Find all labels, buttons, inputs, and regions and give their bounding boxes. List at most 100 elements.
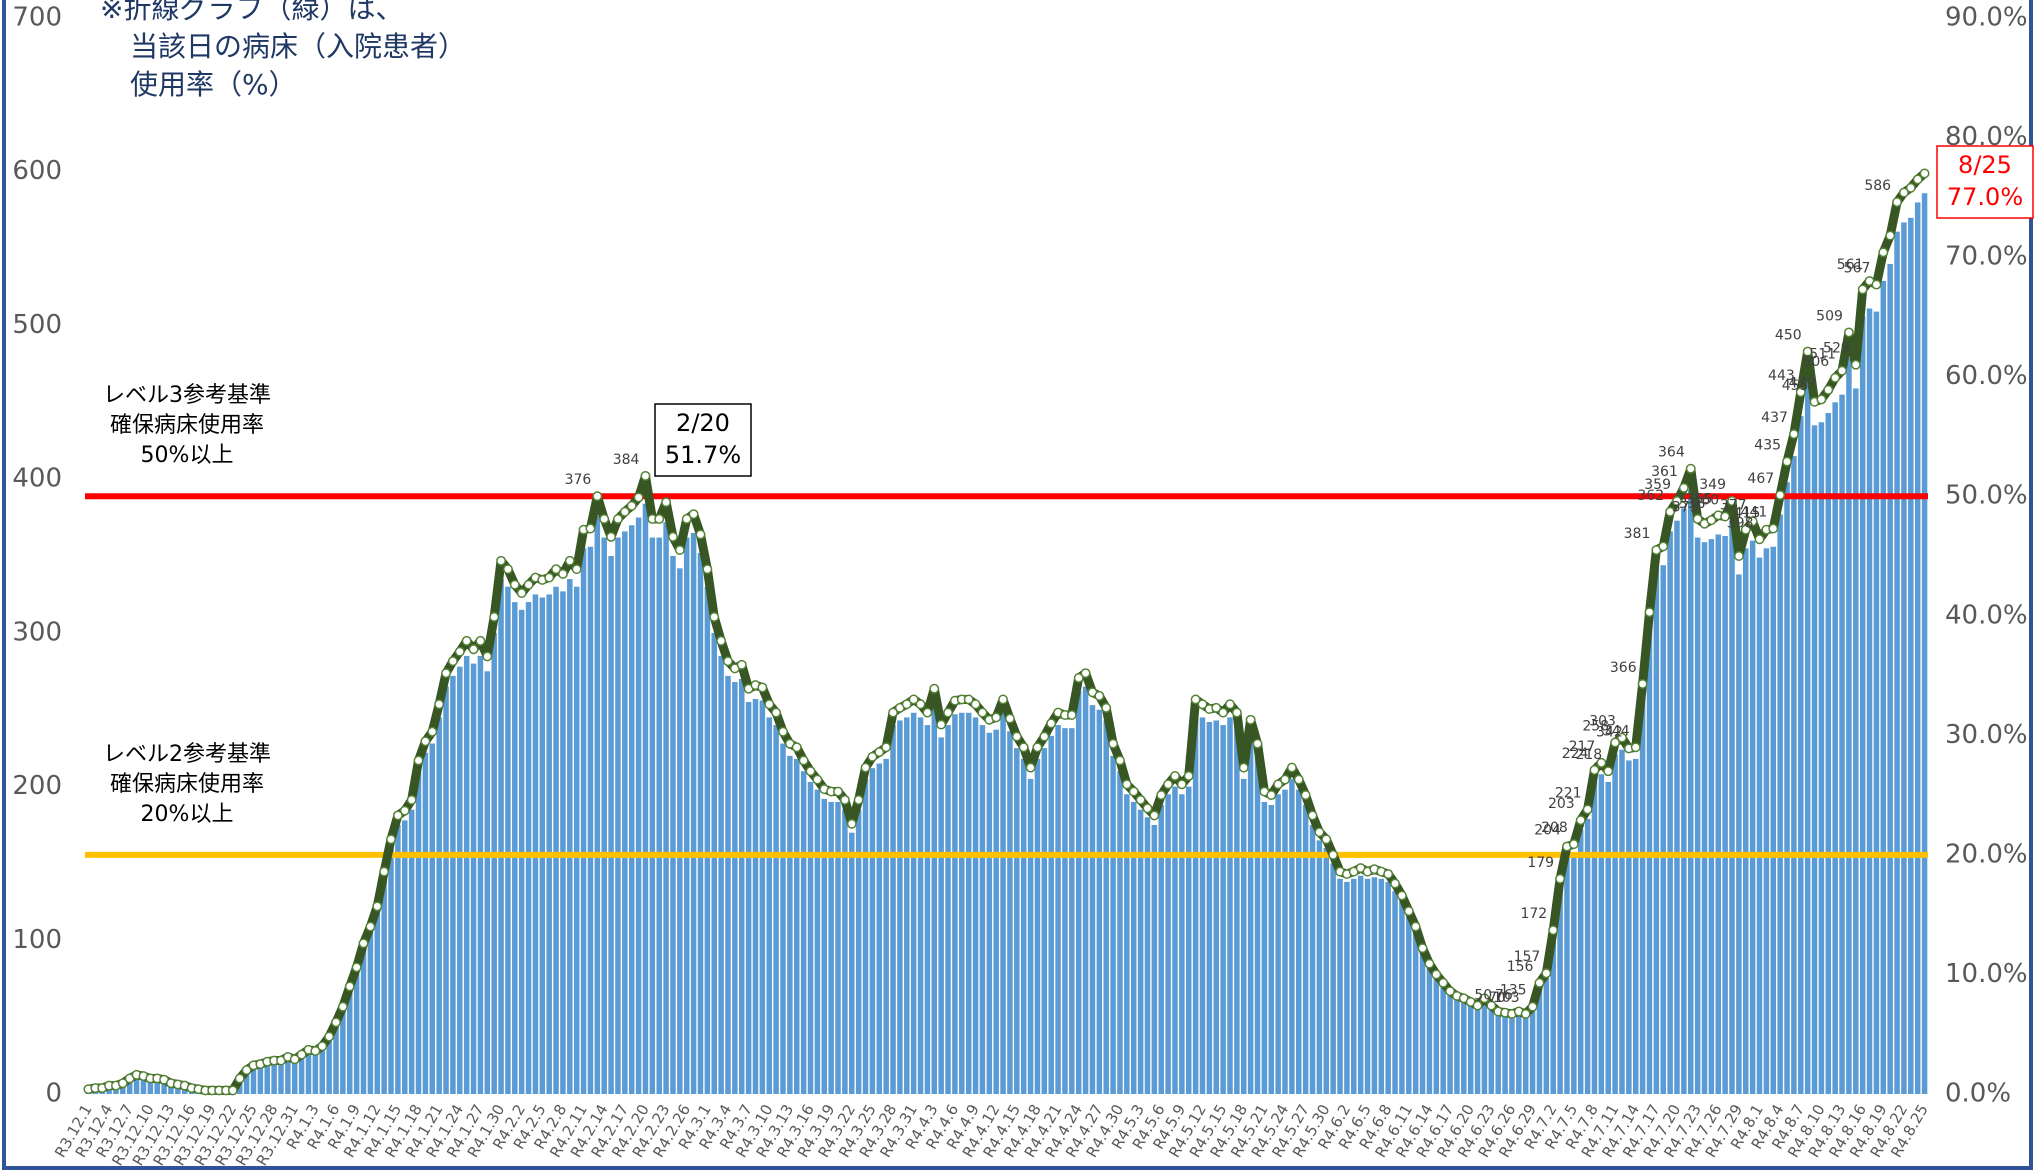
value-label: 344 [1603, 723, 1630, 739]
bar [1323, 848, 1330, 1094]
bar [828, 801, 834, 1094]
bar [821, 798, 828, 1094]
bar [457, 666, 463, 1094]
callout-text: 77.0% [1947, 183, 2023, 211]
usage-marker [227, 1085, 238, 1096]
usage-marker [1850, 359, 1861, 370]
bar [656, 537, 662, 1094]
reference-label: 確保病床使用率 [110, 413, 264, 438]
usage-marker [922, 707, 933, 718]
bar [1069, 728, 1075, 1094]
bar [1241, 778, 1247, 1094]
value-label: 103 [1493, 990, 1520, 1006]
usage-marker [1018, 742, 1029, 753]
bar [1853, 388, 1859, 1094]
usage-marker [365, 921, 376, 932]
value-label: 361 [1651, 464, 1678, 480]
usage-marker [970, 699, 981, 710]
bar [512, 602, 518, 1094]
bar [326, 1038, 332, 1094]
note: 使用率（%） [130, 68, 297, 101]
bar [285, 1058, 291, 1094]
value-label: 366 [1610, 660, 1637, 676]
bar [291, 1060, 298, 1094]
bar [690, 532, 697, 1094]
usage-marker [963, 694, 974, 705]
bar [1811, 425, 1818, 1094]
bar [1660, 565, 1666, 1094]
usage-marker [943, 707, 953, 718]
bar [883, 758, 889, 1094]
usage-marker [447, 656, 458, 667]
usage-marker [1644, 607, 1655, 618]
usage-marker [1252, 738, 1263, 749]
usage-marker [1011, 731, 1022, 742]
usage-marker [358, 938, 369, 949]
usage-marker [1575, 815, 1586, 826]
bar [154, 1078, 160, 1094]
bar [1227, 717, 1233, 1094]
usage-marker [681, 513, 692, 524]
reference-label: 確保病床使用率 [110, 772, 264, 797]
usage-marker [1568, 839, 1579, 850]
usage-marker [1225, 699, 1235, 710]
usage-marker [441, 668, 451, 679]
usage-marker [860, 762, 871, 773]
bar [257, 1064, 264, 1094]
usage-marker [915, 699, 926, 710]
usage-marker [1410, 921, 1421, 932]
usage-marker [661, 497, 672, 508]
value-label: 221 [1555, 785, 1582, 801]
reference-label: レベル3参考基準 [103, 383, 271, 408]
usage-marker [1390, 878, 1400, 889]
bar [525, 602, 532, 1094]
bar [1529, 1009, 1536, 1094]
usage-marker [1190, 694, 1201, 705]
bar [1254, 755, 1261, 1094]
bar [1192, 712, 1199, 1094]
usage-marker [406, 794, 417, 805]
usage-marker [1321, 834, 1332, 845]
bar [814, 789, 821, 1094]
bar [1020, 758, 1027, 1094]
usage-marker [1445, 986, 1456, 997]
usage-marker [324, 1031, 335, 1042]
usage-marker [867, 751, 878, 762]
value-label: 450 [1775, 328, 1802, 344]
usage-marker [489, 612, 500, 622]
bar [993, 729, 999, 1094]
usage-marker [833, 786, 843, 797]
usage-marker [674, 545, 685, 555]
bar [1351, 878, 1357, 1094]
usage-marker [1108, 738, 1119, 749]
bar [1309, 825, 1316, 1094]
bar [1701, 542, 1708, 1094]
callout-text: 2/20 [676, 409, 730, 437]
bar [175, 1084, 181, 1094]
bar [718, 655, 724, 1094]
value-label: 455 [1782, 378, 1809, 394]
usage-marker [475, 635, 486, 646]
usage-marker [1733, 551, 1744, 561]
bar [938, 737, 944, 1094]
bar [264, 1063, 270, 1094]
usage-marker [1128, 786, 1139, 797]
bar [1584, 818, 1591, 1094]
usage-marker [929, 683, 940, 694]
usage-marker [551, 564, 562, 575]
bar [1027, 778, 1034, 1094]
bar [1247, 732, 1254, 1094]
bar [395, 825, 401, 1094]
bar [1522, 1017, 1529, 1094]
usage-marker [1211, 702, 1222, 713]
bar [374, 912, 381, 1094]
bar [1626, 760, 1632, 1094]
usage-marker [427, 726, 438, 737]
y2-tick-label: 10.0% [1945, 959, 2028, 989]
usage-marker [1823, 384, 1834, 395]
bar [484, 671, 491, 1094]
usage-marker [1548, 925, 1559, 936]
usage-marker [1678, 482, 1689, 493]
bar [1137, 809, 1144, 1094]
bar [1474, 1007, 1481, 1094]
